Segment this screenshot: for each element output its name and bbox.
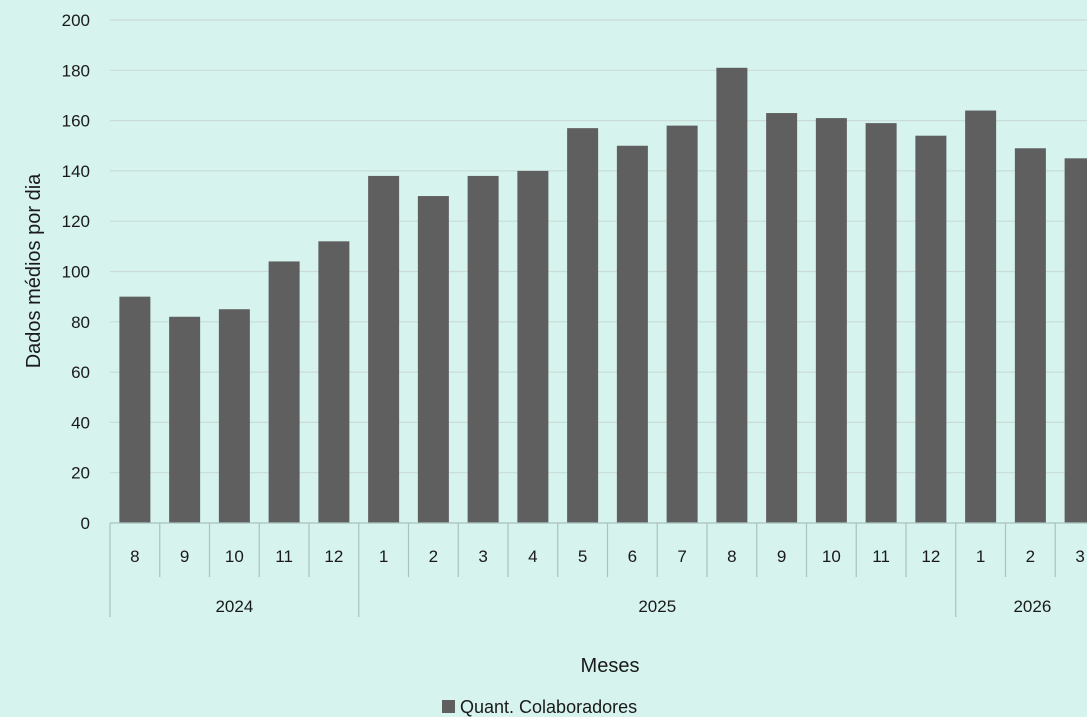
- y-tick-label: 0: [81, 514, 90, 533]
- bar: [716, 67, 748, 523]
- bar: [1014, 148, 1046, 523]
- y-tick-label: 120: [62, 212, 90, 231]
- bar: [417, 196, 449, 524]
- bar: [318, 241, 350, 523]
- y-tick-label: 200: [62, 11, 90, 30]
- x-tick-label: 12: [324, 547, 343, 566]
- bar: [119, 296, 151, 523]
- x-tick-label: 4: [528, 547, 537, 566]
- bars: [119, 67, 1087, 524]
- y-tick-label: 20: [71, 464, 90, 483]
- x-tick-label: 2: [1026, 547, 1035, 566]
- bar: [616, 145, 648, 523]
- y-axis: 0 20 40 60 80 100 120 140 160 180 200: [62, 11, 90, 533]
- y-tick-label: 100: [62, 263, 90, 282]
- bar: [666, 125, 698, 523]
- bar: [865, 123, 897, 524]
- bar: [467, 175, 499, 523]
- x-group-label: 2024: [215, 597, 253, 616]
- x-tick-label: 3: [478, 547, 487, 566]
- bar: [915, 135, 947, 523]
- x-tick-label: 5: [578, 547, 587, 566]
- x-tick-label: 2: [429, 547, 438, 566]
- bar: [567, 128, 599, 523]
- bar: [766, 113, 798, 524]
- x-tick-label: 3: [1075, 547, 1084, 566]
- x-tick-label: 7: [677, 547, 686, 566]
- x-tick-label: 10: [822, 547, 841, 566]
- y-axis-title: Dados médios por dia: [23, 173, 45, 368]
- bar: [368, 175, 400, 523]
- bar: [268, 261, 300, 523]
- x-tick-label: 11: [872, 547, 890, 566]
- x-tick-label: 12: [921, 547, 940, 566]
- x-tick-label: 6: [628, 547, 637, 566]
- x-tick-label: 1: [379, 547, 388, 566]
- y-tick-label: 140: [62, 162, 90, 181]
- legend: Quant. Colaboradores: [442, 697, 637, 717]
- x-tick-label: 9: [180, 547, 189, 566]
- bar: [218, 309, 250, 523]
- bar: [517, 170, 549, 523]
- y-tick-label: 60: [71, 363, 90, 382]
- x-tick-label: 1: [976, 547, 985, 566]
- bar: [965, 110, 997, 523]
- x-tick-label: 8: [727, 547, 736, 566]
- y-tick-label: 40: [71, 413, 90, 432]
- x-group-label: 2025: [638, 597, 676, 616]
- x-tick-label: 11: [275, 547, 293, 566]
- x-tick-label: 10: [225, 547, 244, 566]
- legend-label: Quant. Colaboradores: [460, 697, 637, 717]
- x-axis-title: Meses: [581, 655, 640, 677]
- y-tick-label: 160: [62, 112, 90, 131]
- x-tick-label: 9: [777, 547, 786, 566]
- y-tick-label: 80: [71, 313, 90, 332]
- bar: [169, 316, 201, 523]
- bar: [1064, 158, 1087, 523]
- legend-swatch: [442, 700, 455, 713]
- bar: [815, 118, 847, 524]
- x-group-label: 2026: [1013, 597, 1051, 616]
- y-tick-label: 180: [62, 61, 90, 80]
- x-tick-label: 8: [130, 547, 139, 566]
